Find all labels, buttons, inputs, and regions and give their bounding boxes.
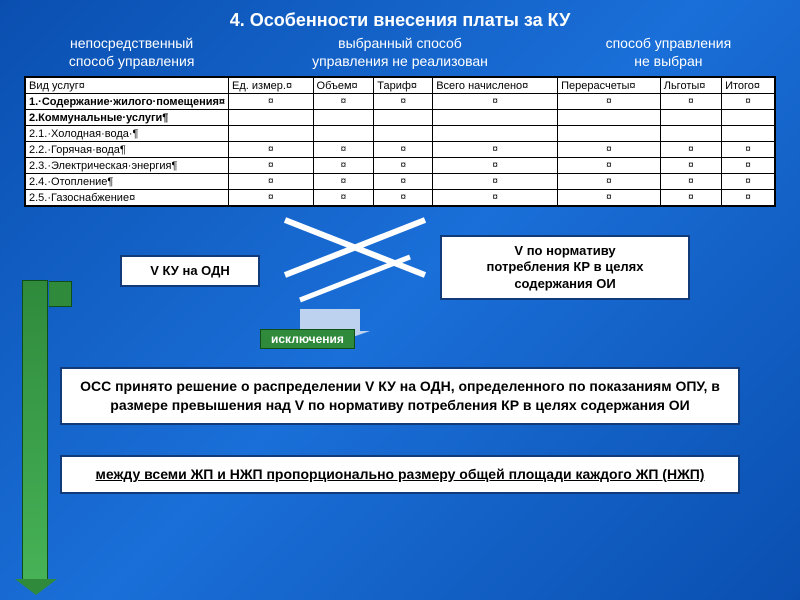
- table-cell: [558, 126, 661, 142]
- table-cell: [374, 126, 433, 142]
- slide-title: 4. Особенности внесения платы за КУ: [0, 0, 800, 35]
- subhead-text: способ управления: [606, 35, 732, 51]
- table-cell: ¤: [433, 174, 558, 190]
- table-header: Вид услуг¤: [26, 78, 229, 94]
- table-cell: ¤: [374, 158, 433, 174]
- table-cell: ¤: [722, 174, 775, 190]
- table-cell: ¤: [660, 190, 721, 206]
- table-cell: [433, 126, 558, 142]
- oss-decision-box: ОСС принято решение о распределении V КУ…: [60, 367, 740, 425]
- table-cell: [313, 110, 374, 126]
- table-cell: ¤: [313, 94, 374, 110]
- box-v-normativ: V по нормативу потребления КР в целях со…: [440, 235, 690, 300]
- table-row: 2.4.·Отопление¶¤¤¤¤¤¤¤: [26, 174, 775, 190]
- box-line: потребления КР в целях: [486, 259, 643, 274]
- table-cell: ¤: [229, 94, 313, 110]
- table-cell: ¤: [229, 174, 313, 190]
- table-cell: ¤: [433, 158, 558, 174]
- table-cell: ¤: [558, 174, 661, 190]
- table-cell: ¤: [374, 190, 433, 206]
- row-label: 2.3.·Электрическая·энергия¶: [26, 158, 229, 174]
- table-cell: ¤: [229, 158, 313, 174]
- table-cell: ¤: [433, 190, 558, 206]
- table-row: 2.2.·Горячая·вода¶¤¤¤¤¤¤¤: [26, 142, 775, 158]
- table-cell: ¤: [433, 142, 558, 158]
- not-equal-icon: [275, 205, 435, 315]
- table-cell: ¤: [374, 174, 433, 190]
- subhead-col-2: выбранный способ управления не реализова…: [312, 35, 488, 70]
- table-header: Перерасчеты¤: [558, 78, 661, 94]
- table-cell: ¤: [722, 158, 775, 174]
- table-cell: ¤: [229, 190, 313, 206]
- box-line: содержания ОИ: [514, 276, 615, 291]
- table-cell: [313, 126, 374, 142]
- subhead-text: непосредственный: [70, 35, 193, 51]
- table-cell: ¤: [313, 142, 374, 158]
- table-cell: ¤: [229, 142, 313, 158]
- table-row: 2.3.·Электрическая·энергия¶¤¤¤¤¤¤¤: [26, 158, 775, 174]
- table-cell: [229, 110, 313, 126]
- subhead-text: не выбран: [634, 53, 702, 69]
- table-cell: ¤: [313, 190, 374, 206]
- table-cell: [660, 126, 721, 142]
- table-row: 2.1.·Холодная·вода·¶: [26, 126, 775, 142]
- services-table: Вид услуг¤Ед. измер.¤Объем¤Тариф¤Всего н…: [24, 76, 776, 207]
- row-label: 2.1.·Холодная·вода·¶: [26, 126, 229, 142]
- table-cell: ¤: [660, 174, 721, 190]
- subhead-text: способ управления: [69, 53, 195, 69]
- table-cell: ¤: [313, 174, 374, 190]
- table-cell: ¤: [433, 94, 558, 110]
- mid-diagram: V КУ на ОДН V по нормативу потребления К…: [0, 225, 800, 345]
- box-v-ku-odn: V КУ на ОДН: [120, 255, 260, 287]
- subhead-text: управления не реализован: [312, 53, 488, 69]
- table-row: 1.·Содержание·жилого·помещения¤¤¤¤¤¤¤¤: [26, 94, 775, 110]
- table-cell: ¤: [722, 94, 775, 110]
- subhead-text: выбранный способ: [338, 35, 462, 51]
- table-header: Ед. измер.¤: [229, 78, 313, 94]
- table-cell: [433, 110, 558, 126]
- subhead-row: непосредственный способ управления выбра…: [0, 35, 800, 76]
- row-label: 2.Коммунальные·услуги¶: [26, 110, 229, 126]
- table-cell: ¤: [722, 190, 775, 206]
- table-cell: ¤: [374, 142, 433, 158]
- table-cell: ¤: [558, 142, 661, 158]
- table-cell: [722, 126, 775, 142]
- row-label: 1.·Содержание·жилого·помещения¤: [26, 94, 229, 110]
- table-header: Тариф¤: [374, 78, 433, 94]
- row-label: 2.2.·Горячая·вода¶: [26, 142, 229, 158]
- table-cell: [660, 110, 721, 126]
- table-cell: [229, 126, 313, 142]
- final-rule-box: между всеми ЖП и НЖП пропорционально раз…: [60, 455, 740, 494]
- table-cell: ¤: [558, 158, 661, 174]
- table-cell: ¤: [722, 142, 775, 158]
- table-cell: ¤: [558, 190, 661, 206]
- table-cell: ¤: [660, 142, 721, 158]
- table-cell: ¤: [313, 158, 374, 174]
- table-cell: [722, 110, 775, 126]
- table-header: Объем¤: [313, 78, 374, 94]
- row-label: 2.4.·Отопление¶: [26, 174, 229, 190]
- table-header: Льготы¤: [660, 78, 721, 94]
- box-line: V по нормативу: [514, 243, 615, 258]
- table-cell: [374, 110, 433, 126]
- subhead-col-1: непосредственный способ управления: [69, 35, 195, 70]
- table-row: 2.Коммунальные·услуги¶: [26, 110, 775, 126]
- exceptions-tag: исключения: [260, 329, 355, 349]
- subhead-col-3: способ управления не выбран: [606, 35, 732, 70]
- table-cell: ¤: [374, 94, 433, 110]
- table-cell: [558, 110, 661, 126]
- table-cell: ¤: [558, 94, 661, 110]
- table-cell: ¤: [660, 158, 721, 174]
- table-cell: ¤: [660, 94, 721, 110]
- table-row: 2.5.·Газоснабжение¤¤¤¤¤¤¤¤: [26, 190, 775, 206]
- table-header: Всего начислено¤: [433, 78, 558, 94]
- table-header: Итого¤: [722, 78, 775, 94]
- row-label: 2.5.·Газоснабжение¤: [26, 190, 229, 206]
